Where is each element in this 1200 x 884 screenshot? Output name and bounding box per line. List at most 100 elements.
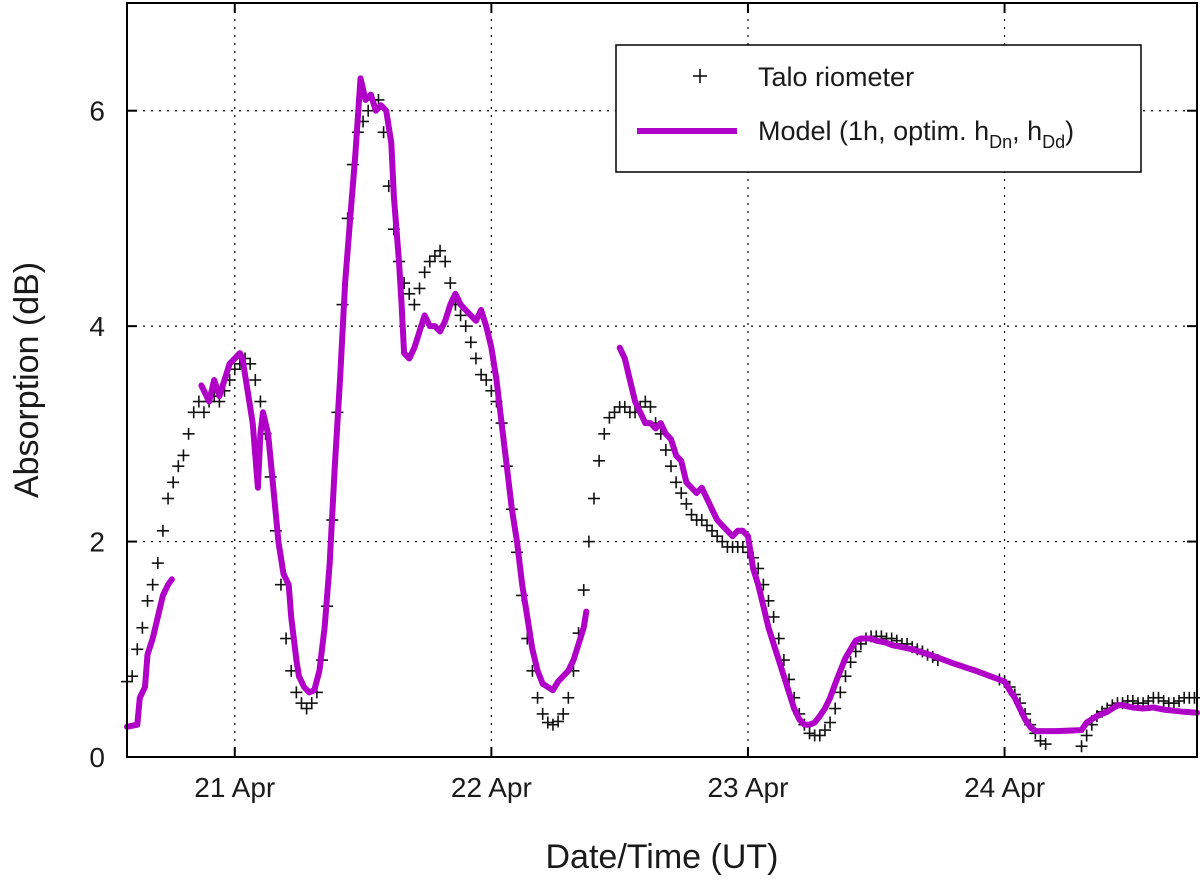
riometer-point bbox=[706, 524, 719, 537]
riometer-point bbox=[454, 309, 467, 322]
riometer-point bbox=[434, 244, 447, 257]
riometer-point bbox=[131, 643, 144, 656]
riometer-point bbox=[172, 460, 185, 473]
riometer-point bbox=[531, 691, 544, 704]
riometer-point bbox=[670, 476, 683, 489]
riometer-point bbox=[151, 557, 164, 570]
y-tick-label: 0 bbox=[89, 742, 105, 773]
riometer-point bbox=[577, 584, 590, 597]
riometer-point bbox=[593, 454, 606, 467]
riometer-point bbox=[603, 411, 616, 424]
riometer-point bbox=[362, 104, 375, 117]
riometer-point bbox=[839, 670, 852, 683]
x-tick-label: 24 Apr bbox=[964, 772, 1045, 803]
riometer-point bbox=[1167, 697, 1180, 710]
x-axis-ticks: 21 Apr 22 Apr 23 Apr 24 Apr bbox=[194, 3, 1045, 803]
riometer-point bbox=[192, 395, 205, 408]
y-tick-label: 2 bbox=[89, 527, 105, 558]
riometer-point bbox=[700, 519, 713, 532]
x-tick-label: 22 Apr bbox=[451, 772, 532, 803]
riometer-point bbox=[197, 406, 210, 419]
riometer-point bbox=[126, 670, 139, 683]
riometer-point bbox=[552, 715, 565, 728]
riometer-point bbox=[582, 535, 595, 548]
riometer-point bbox=[428, 250, 441, 263]
riometer-point bbox=[177, 449, 190, 462]
riometer-point bbox=[156, 524, 169, 537]
riometer-point bbox=[254, 395, 267, 408]
riometer-point bbox=[418, 266, 431, 279]
riometer-point bbox=[680, 497, 693, 510]
legend-label-riometer: Talo riometer bbox=[758, 62, 914, 92]
riometer-point bbox=[767, 610, 780, 623]
riometer-point bbox=[249, 374, 262, 386]
riometer-point bbox=[562, 691, 575, 704]
riometer-point bbox=[639, 395, 652, 408]
riometer-point bbox=[136, 621, 149, 634]
riometer-point bbox=[541, 716, 554, 729]
riometer-point bbox=[1188, 691, 1200, 704]
riometer-point bbox=[469, 352, 482, 365]
x-tick-label: 21 Apr bbox=[194, 772, 275, 803]
riometer-point bbox=[695, 514, 708, 527]
riometer-point bbox=[423, 255, 436, 268]
riometer-point bbox=[711, 530, 724, 543]
riometer-point bbox=[439, 255, 452, 268]
riometer-point bbox=[444, 277, 457, 290]
legend-box bbox=[615, 44, 1142, 173]
riometer-point bbox=[1157, 694, 1170, 707]
riometer-point bbox=[618, 400, 631, 413]
riometer-point bbox=[824, 716, 837, 729]
riometer-point bbox=[459, 320, 472, 333]
riometer-point bbox=[141, 594, 154, 607]
legend-marker-riometer bbox=[693, 69, 707, 83]
riometer-point bbox=[1173, 694, 1186, 707]
riometer-point bbox=[675, 487, 688, 500]
riometer-point bbox=[1034, 734, 1047, 747]
model-line-segment bbox=[124, 576, 175, 730]
riometer-point bbox=[295, 697, 308, 710]
legend-label-model: Model (1h, optim. hDn, hDd) bbox=[758, 116, 1074, 152]
model-series bbox=[124, 75, 1200, 735]
riometer-point bbox=[588, 492, 601, 505]
y-axis-ticks: 0 2 4 6 bbox=[89, 96, 1197, 773]
y-tick-label: 6 bbox=[89, 96, 105, 127]
riometer-point bbox=[716, 535, 729, 548]
riometer-point bbox=[546, 718, 559, 731]
riometer-point bbox=[536, 707, 549, 720]
y-tick-label: 4 bbox=[89, 311, 105, 342]
riometer-point bbox=[464, 336, 477, 349]
x-tick-label: 23 Apr bbox=[707, 772, 788, 803]
riometer-point bbox=[300, 702, 313, 715]
riometer-point bbox=[834, 686, 847, 699]
riometer-point bbox=[608, 406, 621, 419]
riometer-point bbox=[162, 492, 175, 505]
riometer-point bbox=[274, 578, 287, 591]
riometer-point bbox=[1075, 740, 1088, 753]
riometer-point bbox=[408, 298, 421, 311]
riometer-point bbox=[280, 632, 293, 645]
riometer-point bbox=[146, 578, 159, 591]
riometer-point bbox=[480, 374, 493, 386]
riometer-point bbox=[305, 697, 318, 710]
riometer-point bbox=[829, 702, 842, 715]
plot-frame bbox=[126, 2, 1198, 758]
riometer-point bbox=[403, 287, 416, 300]
riometer-point bbox=[290, 686, 303, 699]
riometer-point bbox=[598, 427, 611, 440]
riometer-point bbox=[182, 427, 195, 440]
riometer-point bbox=[803, 727, 816, 740]
riometer-point bbox=[413, 282, 426, 295]
riometer-point bbox=[685, 508, 698, 521]
riometer-point bbox=[664, 460, 677, 473]
model-line-segment bbox=[198, 75, 590, 696]
riometer-point bbox=[813, 729, 826, 742]
riometer-point bbox=[557, 707, 570, 720]
legend: Talo riometer Model (1h, optim. hDn, hDd… bbox=[615, 44, 1142, 173]
riometer-point bbox=[818, 724, 831, 737]
x-axis-title: Date/Time (UT) bbox=[546, 838, 779, 876]
riometer-point bbox=[1152, 691, 1165, 704]
riometer-point bbox=[167, 476, 180, 489]
model-line-segment bbox=[616, 344, 1200, 735]
